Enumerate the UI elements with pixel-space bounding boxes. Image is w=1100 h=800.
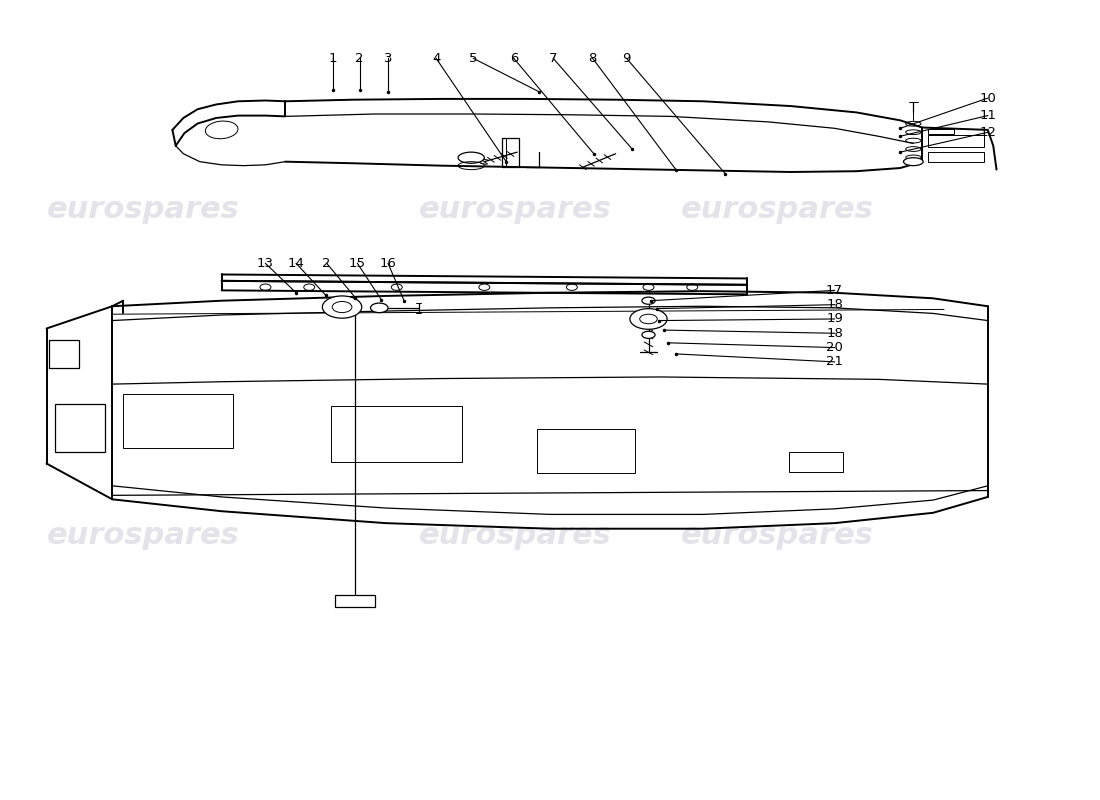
Ellipse shape (630, 309, 667, 330)
Text: 18: 18 (826, 326, 843, 340)
Text: 1: 1 (329, 52, 338, 65)
Bar (927, 129, 954, 134)
Text: 4: 4 (432, 52, 440, 65)
Text: 17: 17 (826, 284, 843, 297)
Text: 2: 2 (355, 52, 364, 65)
Text: 8: 8 (588, 52, 597, 65)
Text: 13: 13 (257, 257, 274, 270)
Text: 3: 3 (384, 52, 393, 65)
Text: 6: 6 (509, 52, 518, 65)
Text: 21: 21 (826, 355, 843, 368)
Text: eurospares: eurospares (46, 521, 240, 550)
Ellipse shape (903, 158, 923, 166)
Ellipse shape (371, 303, 388, 313)
Ellipse shape (642, 297, 656, 304)
Bar (927, 152, 984, 162)
Ellipse shape (642, 331, 656, 338)
Text: 14: 14 (288, 257, 305, 270)
Text: 5: 5 (469, 52, 477, 65)
Text: eurospares: eurospares (46, 195, 240, 224)
Ellipse shape (458, 152, 484, 163)
Text: eurospares: eurospares (419, 521, 612, 550)
Text: 20: 20 (826, 341, 843, 354)
Text: 2: 2 (322, 257, 331, 270)
Text: 18: 18 (826, 298, 843, 311)
Bar (336, 595, 375, 606)
Text: eurospares: eurospares (681, 195, 874, 224)
Text: 15: 15 (349, 257, 366, 270)
Text: 7: 7 (549, 52, 558, 65)
Ellipse shape (322, 296, 362, 318)
Text: eurospares: eurospares (681, 521, 874, 550)
Text: 16: 16 (379, 257, 396, 270)
Text: 19: 19 (826, 313, 843, 326)
Text: 12: 12 (979, 126, 997, 138)
Text: 9: 9 (623, 52, 630, 65)
Text: 11: 11 (979, 109, 997, 122)
Bar (927, 134, 984, 147)
Text: 10: 10 (979, 92, 997, 105)
Text: eurospares: eurospares (419, 195, 612, 224)
